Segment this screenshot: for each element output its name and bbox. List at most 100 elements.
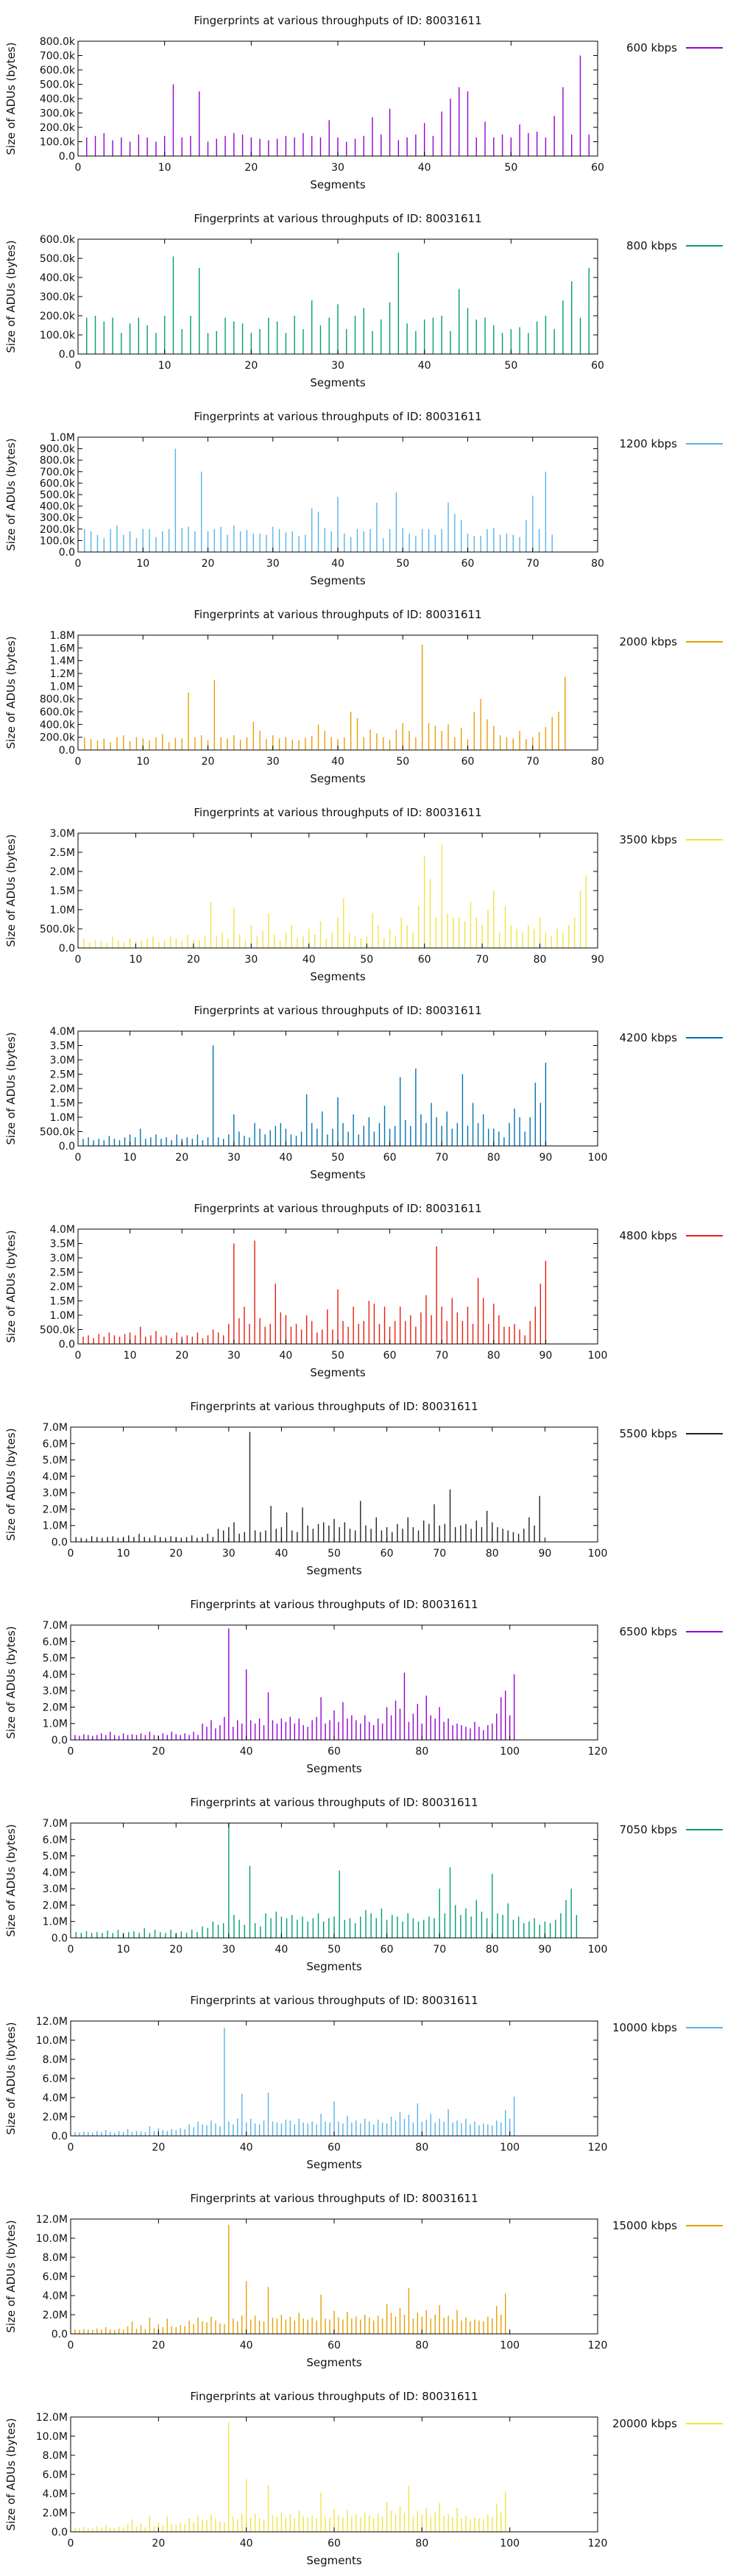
chart-title: Fingerprints at various throughputs of I… [190, 1796, 478, 1809]
xtick-label: 80 [591, 756, 604, 768]
xtick-label: 20 [175, 1350, 188, 1362]
ytick-label: 10.0M [36, 2035, 68, 2047]
chart-title: Fingerprints at various throughputs of I… [190, 2390, 478, 2403]
ytick-label: 500.0k [40, 1127, 76, 1139]
ytick-label: 1.0M [43, 1719, 68, 1730]
xtick-label: 0 [75, 558, 82, 570]
ytick-label: 1.0M [50, 905, 75, 916]
bars [75, 1823, 578, 1938]
chart-panel-12: Fingerprints at various throughputs of I… [4, 2390, 723, 2567]
xtick-label: 20 [169, 1548, 183, 1560]
x-axis-label: Segments [310, 1168, 366, 1181]
xtick-label: 80 [415, 2538, 428, 2550]
xtick-label: 40 [302, 954, 316, 966]
xtick-label: 50 [396, 756, 409, 768]
ytick-label: 1.0M [43, 1521, 68, 1532]
xtick-label: 20 [175, 1152, 188, 1164]
xtick-label: 60 [418, 954, 431, 966]
ytick-label: 0.0 [52, 2131, 68, 2142]
bars [86, 252, 590, 354]
ytick-label: 4.0M [50, 1224, 75, 1236]
xtick-label: 90 [539, 1152, 552, 1164]
chart-panel-8: Fingerprints at various throughputs of I… [4, 1598, 723, 1775]
xtick-label: 40 [240, 2340, 253, 2352]
xtick-label: 100 [588, 1350, 608, 1362]
legend-label: 4200 kbps [620, 1031, 678, 1044]
legend-label: 3500 kbps [620, 833, 678, 846]
chart-title: Fingerprints at various throughputs of I… [194, 608, 481, 621]
ytick-label: 500.0k [40, 253, 76, 265]
ytick-label: 0.0 [59, 1141, 75, 1153]
legend-label: 10000 kbps [612, 2021, 677, 2034]
bars [84, 645, 566, 750]
ytick-label: 300.0k [40, 512, 76, 524]
ytick-label: 4.0M [43, 1867, 68, 1879]
ytick-label: 3.0M [50, 1055, 75, 1066]
xtick-label: 60 [383, 1152, 397, 1164]
xtick-label: 100 [588, 1944, 608, 1956]
ytick-label: 5.0M [43, 1455, 68, 1467]
x-axis-label: Segments [310, 1366, 366, 1379]
xtick-label: 0 [75, 756, 82, 768]
xtick-label: 70 [433, 1944, 446, 1956]
xtick-label: 10 [130, 954, 143, 966]
ytick-label: 300.0k [40, 291, 76, 303]
xtick-label: 30 [227, 1350, 241, 1362]
xtick-label: 60 [328, 2340, 341, 2352]
ytick-label: 400.0k [40, 719, 76, 731]
bars [74, 2224, 506, 2334]
xtick-label: 0 [75, 1152, 82, 1164]
legend-label: 15000 kbps [612, 2219, 677, 2232]
ytick-label: 1.0M [50, 432, 75, 444]
chart-panel-1: Fingerprints at various throughputs of I… [4, 212, 723, 389]
xtick-label: 0 [68, 1746, 74, 1758]
xtick-label: 0 [75, 162, 82, 174]
ytick-label: 4.0M [43, 2092, 68, 2104]
bars [74, 2028, 515, 2136]
x-axis-label: Segments [310, 574, 366, 587]
xtick-label: 90 [538, 1548, 551, 1560]
ytick-label: 8.0M [43, 2054, 68, 2066]
xtick-label: 40 [418, 360, 431, 372]
chart-title: Fingerprints at various throughputs of I… [194, 1202, 481, 1215]
xtick-label: 20 [152, 2538, 165, 2550]
xtick-label: 0 [68, 1548, 74, 1560]
xtick-label: 100 [588, 1548, 608, 1560]
ytick-label: 600.0k [40, 65, 76, 77]
chart-title: Fingerprints at various throughputs of I… [194, 14, 481, 27]
xtick-label: 50 [328, 1944, 341, 1956]
y-axis-label: Size of ADUs (bytes) [4, 2022, 18, 2134]
ytick-label: 400.0k [40, 501, 76, 513]
xtick-label: 30 [227, 1152, 241, 1164]
ytick-label: 700.0k [40, 467, 76, 478]
ytick-label: 7.0M [43, 1422, 68, 1434]
ytick-label: 6.0M [43, 2469, 68, 2481]
ytick-label: 1.5M [50, 1098, 75, 1110]
ytick-label: 1.6M [50, 643, 75, 654]
xtick-label: 50 [396, 558, 409, 570]
xtick-label: 20 [152, 2142, 165, 2154]
xtick-label: 40 [331, 558, 344, 570]
ytick-label: 4.0M [50, 1026, 75, 1038]
ytick-label: 0.0 [52, 1933, 68, 1945]
xtick-label: 60 [381, 1548, 394, 1560]
ytick-label: 8.0M [43, 2252, 68, 2264]
xtick-label: 80 [415, 2142, 428, 2154]
ytick-label: 12.0M [36, 2412, 68, 2424]
ytick-label: 3.0M [50, 1253, 75, 1264]
ytick-label: 800.0k [40, 36, 76, 48]
ytick-label: 3.5M [50, 1239, 75, 1250]
xtick-label: 70 [435, 1350, 448, 1362]
chart-panel-3: Fingerprints at various throughputs of I… [4, 608, 723, 785]
xtick-label: 30 [266, 558, 280, 570]
xtick-label: 30 [331, 162, 344, 174]
xtick-label: 60 [328, 1746, 341, 1758]
xtick-label: 0 [75, 1350, 82, 1362]
xtick-label: 20 [202, 756, 215, 768]
xtick-label: 60 [591, 162, 604, 174]
ytick-label: 100.0k [40, 330, 76, 342]
xtick-label: 120 [588, 2538, 608, 2550]
xtick-label: 40 [279, 1152, 292, 1164]
xtick-label: 30 [222, 1548, 236, 1560]
ytick-label: 1.5M [50, 1296, 75, 1308]
